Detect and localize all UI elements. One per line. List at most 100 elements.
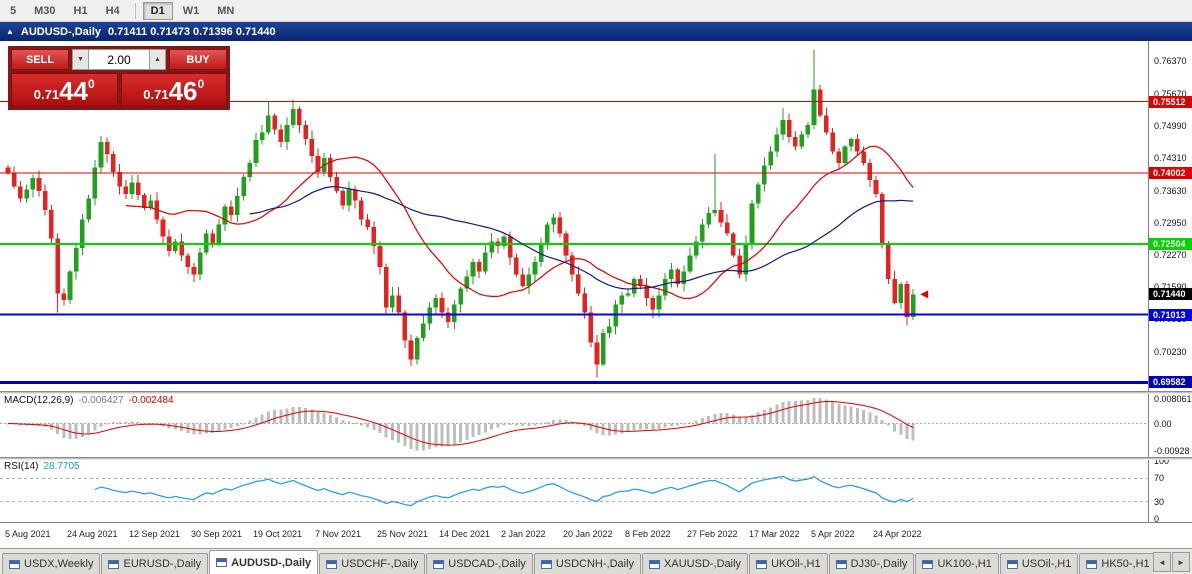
timeframe-mn[interactable]: MN — [209, 2, 242, 20]
volume-decrease-button[interactable]: ▼ — [72, 49, 89, 70]
horizontal-level-lines — [0, 101, 1148, 384]
chart-window-icon — [1006, 559, 1018, 569]
chart-tab-usdcad-daily[interactable]: USDCAD-,Daily — [426, 553, 533, 574]
macd-panel-divider[interactable] — [0, 391, 1192, 394]
macd-axis-tick: 0.00 — [1154, 418, 1172, 429]
tabs-scroll-left-button[interactable]: ◄ — [1153, 552, 1171, 572]
chart-tab-usdchf-daily[interactable]: USDCHF-,Daily — [319, 553, 426, 574]
current-price-arrow-icon — [920, 290, 929, 299]
time-axis-label: 27 Feb 2022 — [687, 529, 738, 539]
price-level-badge: 0.71013 — [1149, 308, 1192, 321]
time-axis-label: 19 Oct 2021 — [253, 529, 303, 539]
chart-tab-usoil-h1[interactable]: USOil-,H1 — [999, 553, 1079, 574]
chart-area[interactable] — [0, 41, 1148, 522]
timeframe-5[interactable]: 5 — [2, 2, 24, 20]
price-level-badge: 0.75512 — [1149, 95, 1192, 108]
rsi-panel-divider[interactable] — [0, 457, 1192, 460]
timeframe-d1[interactable]: D1 — [142, 1, 173, 20]
price-axis-tick: 0.72270 — [1154, 250, 1187, 261]
time-axis-label: 14 Dec 2021 — [439, 529, 491, 539]
candles — [5, 49, 916, 378]
chart-window-icon — [649, 559, 661, 569]
volume-increase-button[interactable]: ▲ — [149, 49, 166, 70]
tabs-scroll-right-button[interactable]: ► — [1172, 552, 1190, 572]
timeframe-m30[interactable]: M30 — [26, 2, 63, 20]
price-axis-tick: 0.76370 — [1154, 55, 1187, 66]
tab-label: USDCNH-,Daily — [555, 558, 635, 570]
price-level-badge: 0.74002 — [1149, 167, 1192, 180]
timeframe-h1[interactable]: H1 — [66, 2, 96, 20]
toolbar-separator — [134, 2, 136, 19]
chart-window-icon — [108, 559, 120, 569]
ask-price-pips: 46 — [168, 76, 198, 106]
tab-label: UK100-,H1 — [937, 558, 992, 570]
chart-window-icon — [835, 559, 847, 569]
chart-window-icon — [922, 559, 934, 569]
time-axis-label: 7 Nov 2021 — [315, 529, 362, 539]
chart-tab-xauusd-daily[interactable]: XAUUSD-,Daily — [642, 553, 749, 574]
timeframe-toolbar: 5 M30 H1 H4 D1 W1 MN — [0, 0, 1192, 22]
price-axis-tick: 0.75670 — [1154, 89, 1187, 100]
price-axis-tick: 0.74310 — [1154, 153, 1187, 164]
chart-tab-usdx-weekly[interactable]: USDX,Weekly — [2, 553, 101, 574]
price-axis-tick: 0.71590 — [1154, 282, 1187, 293]
tab-label: USDX,Weekly — [24, 558, 94, 570]
macd-signal-value: -0.002484 — [128, 395, 174, 406]
ma-slow-line — [249, 186, 914, 290]
time-axis-label: 24 Aug 2021 — [67, 529, 118, 539]
bid-price-display[interactable]: 0.71 44 0 — [11, 73, 118, 107]
chart-window-icon — [9, 559, 20, 569]
macd-axis-tick: 0.008061 — [1154, 394, 1192, 405]
timeframe-h4[interactable]: H4 — [98, 2, 128, 20]
timeframe-w1[interactable]: W1 — [175, 2, 208, 20]
tab-label: DJ30-,Daily — [850, 558, 908, 570]
price-axis-tick: 0.74990 — [1154, 121, 1187, 132]
time-axis[interactable]: 5 Aug 2021 24 Aug 2021 12 Sep 2021 30 Sep 2… — [0, 522, 1192, 548]
chart-tab-usdcnh-daily[interactable]: USDCNH-,Daily — [533, 553, 642, 574]
sell-button[interactable]: SELL — [11, 49, 69, 70]
time-axis-label: 25 Nov 2021 — [377, 529, 429, 539]
timeframe-buttons: 5 M30 H1 H4 D1 W1 MN — [2, 1, 242, 20]
rsi-axis-tick: 70 — [1154, 473, 1165, 484]
tabs-scroll-controls: ◄ ► — [1153, 552, 1190, 574]
ask-price-display[interactable]: 0.71 46 0 — [120, 73, 227, 107]
chart-window-icon — [326, 559, 338, 569]
chart-window-icon — [216, 558, 228, 567]
time-axis-label: 8 Feb 2022 — [625, 529, 671, 539]
rsi-axis-tick: 30 — [1154, 496, 1165, 507]
volume-input[interactable] — [89, 49, 149, 70]
macd-label: MACD(12,26,9) -0.006427 -0.002484 — [4, 395, 179, 406]
tab-label: EURUSD-,Daily — [123, 558, 202, 570]
chart-tab-uk100-h1[interactable]: UK100-,H1 — [915, 553, 999, 574]
current-price-badge: 0.71440 — [1149, 288, 1192, 301]
macd-main-value: -0.006427 — [78, 395, 124, 406]
chart-tab-hk50-h1[interactable]: HK50-,H1 — [1079, 553, 1153, 574]
price-chart-canvas[interactable] — [0, 41, 1148, 522]
chart-window-icon — [1086, 559, 1098, 569]
chart-tab-eurusd-daily[interactable]: EURUSD-,Daily — [101, 553, 209, 574]
macd-signal-line — [7, 401, 914, 446]
time-axis-label: 5 Aug 2021 — [5, 529, 51, 539]
chart-tab-dj30-daily[interactable]: DJ30-,Daily — [828, 553, 915, 574]
price-level-badge: 0.69582 — [1149, 376, 1192, 389]
chart-title-bar: ▲ AUDUSD-,Daily 0.71411 0.71473 0.71396 … — [0, 22, 1192, 41]
price-axis-tick: 0.73630 — [1154, 185, 1187, 196]
chart-window-icon — [540, 559, 552, 569]
chart-window-icon — [756, 559, 768, 569]
price-axis: 0.76370 0.75670 0.74990 0.74310 0.73630 0.729… — [1148, 41, 1192, 524]
time-axis-label: 30 Sep 2021 — [191, 529, 243, 539]
rsi-line — [94, 475, 914, 507]
chart-tab-ukoil-h1[interactable]: UKOil-,H1 — [749, 553, 828, 574]
time-axis-label: 24 Apr 2022 — [873, 529, 922, 539]
chart-title: AUDUSD-,Daily — [20, 25, 101, 38]
time-axis-label: 17 Mar 2022 — [749, 529, 800, 539]
chart-window-icon — [433, 559, 445, 569]
rsi-level-lines — [0, 477, 1148, 503]
chart-tab-audusd-daily[interactable]: AUDUSD-,Daily — [209, 550, 319, 574]
buy-button[interactable]: BUY — [169, 49, 227, 70]
rsi-axis-tick: 100 — [1154, 456, 1170, 466]
one-click-collapse-icon[interactable]: ▲ — [6, 26, 14, 36]
bid-price-pips: 44 — [59, 76, 89, 106]
tab-label: USDCHF-,Daily — [341, 558, 419, 570]
